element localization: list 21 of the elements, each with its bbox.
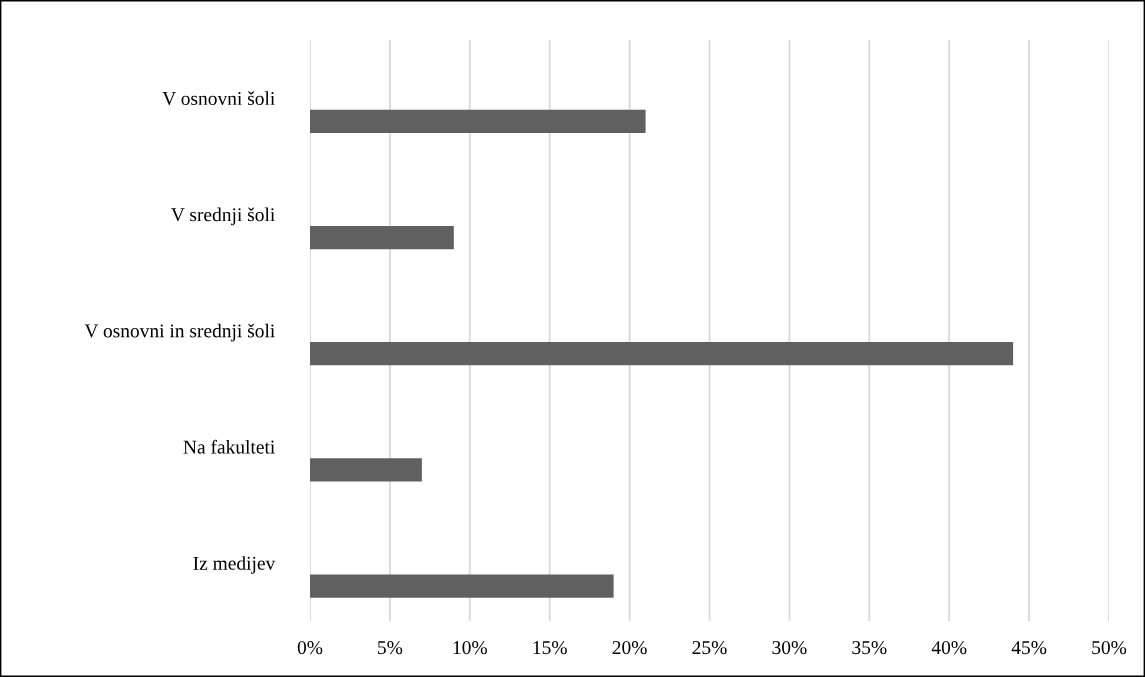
x-tick-label: 15% [533, 641, 567, 655]
x-tick-label: 10% [453, 641, 487, 655]
x-tick-label: 40% [931, 641, 967, 655]
y-tick-label: Iz medijev [193, 556, 276, 574]
bar [310, 109, 646, 133]
y-tick-label: V srednji šoli [171, 207, 275, 226]
x-tick-label: 20% [612, 641, 647, 655]
y-tick-label: V osnovni šoli [162, 91, 275, 106]
x-tick-label: 30% [772, 641, 807, 655]
y-tick-label: Na fakulteti [183, 439, 275, 454]
bar [310, 458, 422, 482]
bar [310, 574, 614, 598]
x-tick-label: 0% [297, 641, 323, 655]
x-tick-label: 25% [692, 641, 727, 655]
x-tick-label: 45% [1011, 641, 1047, 655]
y-tick-label: V osnovni in srednji šoli [84, 323, 275, 342]
x-tick-label: 50% [1092, 641, 1127, 655]
x-tick-label: 5% [378, 641, 403, 655]
bar [310, 225, 454, 250]
x-tick-label: 35% [852, 641, 887, 655]
bar [310, 342, 1014, 366]
